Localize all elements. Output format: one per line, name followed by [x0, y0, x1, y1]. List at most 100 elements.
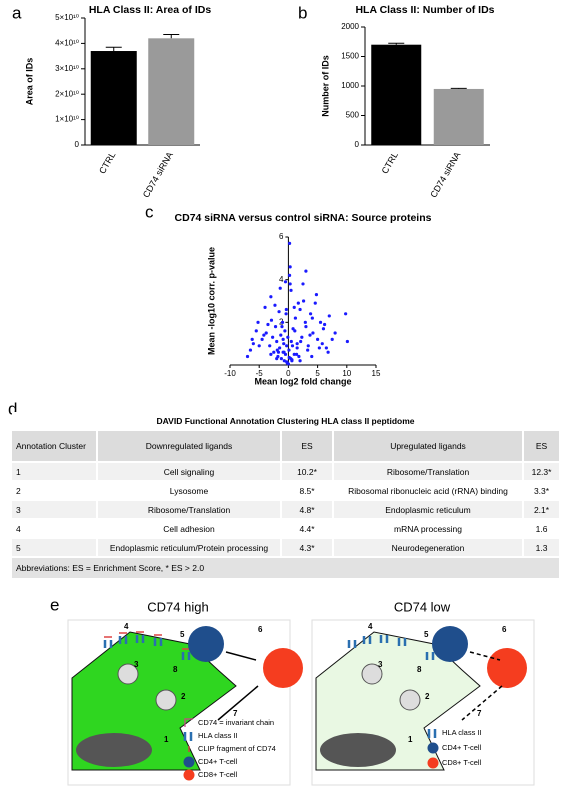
point: [273, 325, 278, 329]
point: [289, 288, 293, 292]
point: [284, 307, 288, 312]
y-tick-label: 500: [346, 111, 360, 120]
x-tick-label: CD74 siRNA: [141, 150, 175, 199]
panel-label: e: [50, 595, 59, 614]
hla-molecule: [103, 640, 113, 648]
hla-molecule: [153, 638, 163, 646]
nucleus: [76, 733, 152, 767]
header-cell: ES: [524, 431, 560, 461]
point: [326, 350, 330, 354]
panel-title: CD74 high: [147, 599, 208, 614]
point: [345, 339, 349, 344]
point: [344, 312, 348, 316]
panel-title: CD74 low: [394, 599, 451, 614]
header-cell: ES: [282, 431, 332, 461]
x-tick-label: CTRL: [97, 150, 117, 175]
legend-icon: [184, 718, 193, 727]
point: [295, 342, 299, 346]
nucleus: [320, 733, 396, 767]
panel-label: d: [8, 399, 17, 418]
point: [320, 342, 324, 346]
hla-molecule: [118, 636, 128, 644]
legend-icon: [183, 732, 193, 741]
point: [250, 337, 254, 341]
point: [268, 344, 272, 348]
point: [321, 327, 326, 331]
cd8-t-cell: [487, 648, 527, 688]
point: [296, 301, 300, 305]
point: [292, 305, 296, 309]
point: [272, 350, 276, 354]
diagram-panel: CD74 low 1 2 3 4 5 6 7 8 HLA class II CD4+ T-cell C…: [311, 599, 535, 786]
x-tick-label: 10: [342, 369, 351, 378]
y-tick-label: 0: [355, 140, 360, 149]
point: [286, 335, 290, 339]
table-cell: Ribosomal ribonucleic acid (rRNA) bindin…: [334, 482, 522, 499]
point: [262, 333, 266, 337]
point: [306, 348, 310, 352]
x-axis-label: Mean log2 fold change: [254, 376, 351, 386]
point: [284, 312, 288, 316]
point: [287, 273, 292, 277]
table-cell: 3.3*: [524, 482, 560, 499]
point: [290, 344, 295, 348]
point: [266, 322, 270, 327]
table-cell: 4.4*: [282, 520, 332, 537]
y-tick-label: 2×10¹⁰: [55, 89, 79, 98]
legend-entry: CLIP fragment of CD74: [198, 744, 276, 753]
step-number: 4: [368, 622, 373, 631]
table-cell: 5: [12, 539, 96, 556]
legend-icon: [183, 756, 195, 768]
step-number: 5: [424, 630, 429, 639]
step-number: 4: [124, 622, 129, 631]
point: [269, 352, 273, 356]
legend-entry: CD4+ T-cell: [442, 743, 482, 752]
point: [306, 344, 310, 348]
step-number: 8: [417, 665, 422, 674]
chart-title: HLA Class II: Number of IDs: [355, 4, 494, 16]
table-cell: 1.6: [524, 520, 560, 537]
y-axis-label: Area of IDs: [24, 58, 34, 106]
hla-molecule: [425, 652, 435, 660]
point: [264, 331, 268, 335]
point: [289, 339, 293, 344]
header-cell: Annotation Cluster: [12, 431, 96, 461]
legend-entry: CD74 = invariant chain: [198, 718, 274, 727]
point: [301, 282, 305, 286]
step-number: 5: [180, 630, 185, 639]
point: [278, 286, 282, 290]
point: [279, 333, 283, 337]
step-number: 8: [173, 665, 178, 674]
hla-molecule: [379, 635, 389, 643]
point: [293, 329, 297, 333]
point: [304, 325, 308, 329]
point: [291, 327, 295, 331]
x-tick-label: -5: [256, 369, 264, 378]
step-number: 6: [502, 625, 507, 634]
x-tick-label: CD74 siRNA: [428, 150, 462, 199]
point: [280, 325, 284, 329]
point: [288, 265, 292, 269]
table-cell: Cell signaling: [98, 463, 280, 480]
cd8-t-cell: [263, 648, 303, 688]
hla-molecule: [135, 635, 145, 643]
legend-entry: HLA class II: [198, 731, 238, 740]
table-cell: Lysosome: [98, 482, 280, 499]
point: [303, 320, 307, 324]
point: [256, 320, 260, 324]
y-tick-label: 1×10¹⁰: [55, 115, 79, 124]
point: [278, 346, 282, 350]
point: [317, 346, 321, 350]
table-cell: Ribosome/Translation: [334, 463, 522, 480]
cd4-t-cell: [188, 626, 224, 662]
point: [310, 354, 314, 359]
table-row: 5 Endoplasmic reticulum/Protein processin…: [12, 539, 560, 556]
panel-label: c: [145, 202, 154, 221]
step-number: 7: [477, 709, 482, 718]
point: [287, 355, 291, 360]
point: [330, 337, 334, 341]
point: [286, 362, 290, 366]
point: [308, 312, 313, 316]
y-tick-label: 0: [75, 140, 80, 149]
